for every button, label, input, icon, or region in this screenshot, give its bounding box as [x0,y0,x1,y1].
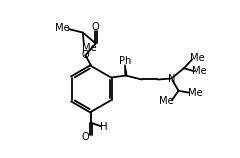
Text: Me: Me [190,53,205,63]
Text: Me: Me [55,23,70,33]
Text: O: O [82,132,90,142]
Text: N: N [168,73,175,84]
Text: Me: Me [82,43,97,53]
Text: O: O [82,50,90,60]
Text: Me: Me [188,88,203,98]
Text: H: H [101,122,108,132]
Text: Me: Me [159,96,174,106]
Text: Me: Me [192,66,207,76]
Text: O: O [92,22,100,32]
Polygon shape [125,65,127,74]
Text: Ph: Ph [119,56,131,66]
